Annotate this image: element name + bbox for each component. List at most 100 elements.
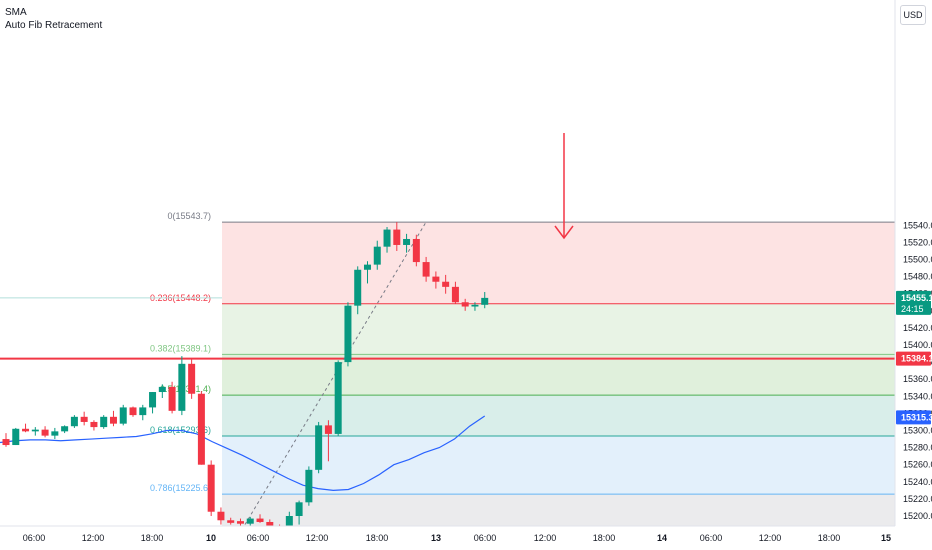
candle-body bbox=[227, 520, 235, 523]
candle[interactable] bbox=[383, 227, 391, 253]
candle[interactable] bbox=[158, 384, 166, 399]
candle[interactable] bbox=[31, 427, 39, 436]
price-tick-label: 15520.0 bbox=[903, 237, 932, 247]
candle[interactable] bbox=[295, 500, 303, 525]
candle-body bbox=[432, 276, 440, 282]
candle[interactable] bbox=[481, 291, 489, 309]
candle[interactable] bbox=[188, 358, 196, 399]
candle-body bbox=[256, 518, 264, 522]
legend-auto-fib[interactable]: Auto Fib Retracement bbox=[5, 20, 103, 31]
last-price-badge[interactable] bbox=[896, 290, 931, 315]
indicator-legend: SMA Auto Fib Retracement bbox=[5, 6, 102, 32]
candle[interactable] bbox=[100, 415, 108, 429]
fib-zone bbox=[222, 395, 895, 436]
candle-body bbox=[334, 362, 342, 434]
candle-body bbox=[305, 469, 313, 503]
candle[interactable] bbox=[461, 298, 469, 311]
candle[interactable] bbox=[2, 433, 10, 447]
candle-body bbox=[100, 416, 108, 428]
candle[interactable] bbox=[51, 427, 59, 440]
candle-body bbox=[442, 281, 450, 287]
candle[interactable] bbox=[80, 411, 88, 426]
candle[interactable] bbox=[207, 460, 215, 516]
candle[interactable] bbox=[471, 302, 479, 311]
candle[interactable] bbox=[422, 256, 430, 282]
candle-body bbox=[109, 416, 117, 424]
price-tick-label: 15480.0 bbox=[903, 272, 932, 282]
candle[interactable] bbox=[266, 519, 274, 526]
legend-sma[interactable]: SMA bbox=[5, 7, 27, 18]
candle-body bbox=[41, 429, 49, 436]
candle-body bbox=[70, 416, 78, 427]
candle[interactable] bbox=[197, 391, 205, 465]
currency-button[interactable]: USD bbox=[900, 5, 926, 25]
sma-value-badge[interactable] bbox=[896, 410, 931, 425]
candle[interactable] bbox=[363, 261, 371, 284]
sma-line[interactable] bbox=[0, 415, 486, 491]
candle[interactable] bbox=[119, 404, 127, 426]
fib-level-label: 0.786(15225.6) bbox=[150, 483, 211, 493]
price-tick-label: 15340.0 bbox=[903, 391, 932, 401]
candle[interactable] bbox=[139, 404, 147, 421]
down-arrow-head[interactable] bbox=[554, 225, 574, 240]
candle-body bbox=[178, 363, 186, 411]
price-tick-label: 15240.0 bbox=[903, 477, 932, 487]
candle[interactable] bbox=[149, 392, 157, 414]
time-tick-label: 18:00 bbox=[366, 533, 389, 543]
candle-body bbox=[324, 425, 332, 434]
price-tick-label: 15360.0 bbox=[903, 374, 932, 384]
candle[interactable] bbox=[227, 517, 235, 525]
candle-body bbox=[2, 439, 10, 446]
candle[interactable] bbox=[90, 420, 98, 431]
candle-body bbox=[51, 431, 59, 436]
candle[interactable] bbox=[236, 518, 244, 526]
candle[interactable] bbox=[256, 514, 264, 523]
candle[interactable] bbox=[246, 516, 254, 526]
candle-body bbox=[217, 511, 225, 521]
candle[interactable] bbox=[70, 415, 78, 428]
candle[interactable] bbox=[354, 266, 362, 315]
candle[interactable] bbox=[305, 466, 313, 506]
candle[interactable] bbox=[324, 420, 332, 462]
time-tick-label: 06:00 bbox=[474, 533, 497, 543]
candle[interactable] bbox=[22, 423, 30, 433]
candle[interactable] bbox=[41, 426, 49, 438]
candle-body bbox=[295, 502, 303, 516]
candle[interactable] bbox=[334, 360, 342, 436]
time-tick-label: 13 bbox=[431, 533, 441, 543]
candle[interactable] bbox=[315, 421, 323, 474]
candle[interactable] bbox=[217, 507, 225, 525]
candle[interactable] bbox=[344, 302, 352, 367]
time-tick-label: 18:00 bbox=[818, 533, 841, 543]
candle-body bbox=[403, 238, 411, 245]
candle-body bbox=[471, 304, 479, 307]
candle-body bbox=[80, 416, 88, 422]
candle[interactable] bbox=[412, 234, 420, 267]
candle[interactable] bbox=[403, 233, 411, 253]
candle[interactable] bbox=[373, 240, 381, 270]
horizontal-line-badge[interactable] bbox=[896, 351, 931, 366]
candle[interactable] bbox=[285, 511, 293, 526]
candle[interactable] bbox=[178, 356, 186, 416]
candle[interactable] bbox=[442, 274, 450, 294]
candle-body bbox=[22, 428, 30, 432]
candle[interactable] bbox=[432, 271, 440, 289]
candle[interactable] bbox=[129, 406, 137, 417]
price-scale[interactable] bbox=[895, 0, 932, 550]
candle[interactable] bbox=[61, 425, 69, 434]
time-tick-label: 12:00 bbox=[82, 533, 105, 543]
candle-body bbox=[481, 297, 489, 305]
price-tick-label: 15540.0 bbox=[903, 220, 932, 230]
candle-body bbox=[149, 392, 157, 408]
candle[interactable] bbox=[109, 410, 117, 427]
candle[interactable] bbox=[12, 427, 20, 446]
candle[interactable] bbox=[451, 281, 459, 304]
candle-body bbox=[315, 425, 323, 470]
time-scale[interactable] bbox=[0, 526, 895, 550]
candle-body bbox=[461, 302, 469, 307]
candle[interactable] bbox=[393, 222, 401, 251]
candle-body bbox=[139, 407, 147, 416]
candle[interactable] bbox=[168, 381, 176, 414]
